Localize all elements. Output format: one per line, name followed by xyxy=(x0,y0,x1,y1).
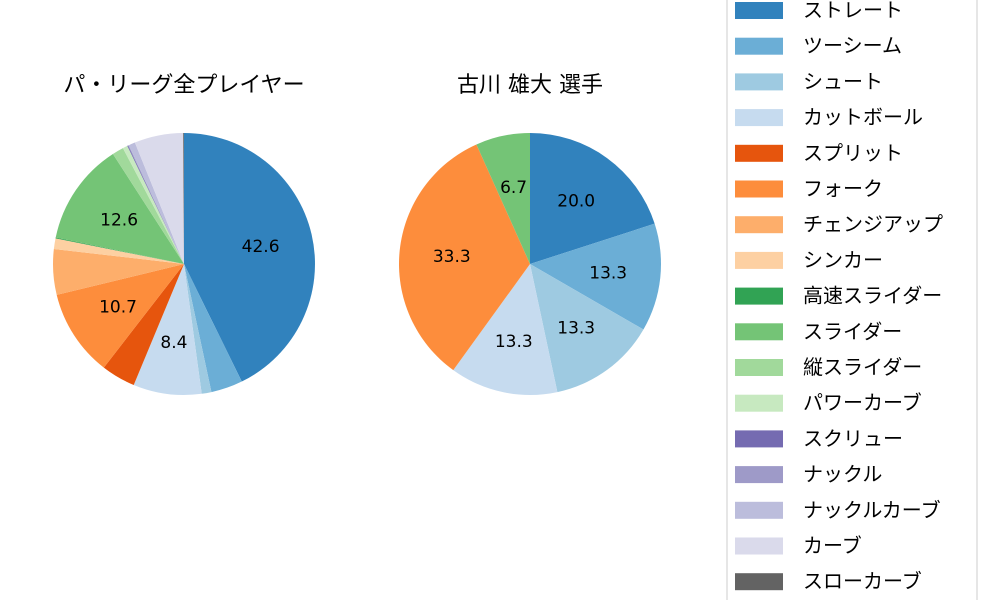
legend-items: ストレートツーシームシュートカットボールスプリットフォークチェンジアップシンカー… xyxy=(735,0,943,593)
legend-label-16: スローカーブ xyxy=(803,569,922,593)
legend-frame xyxy=(726,0,978,600)
league-slice-13 xyxy=(128,145,184,264)
league-slice-14 xyxy=(128,142,184,264)
legend-label-8: 高速スライダー xyxy=(803,284,942,308)
player-slice-5 xyxy=(476,133,530,264)
league-slice-10 xyxy=(112,148,184,264)
legend-label-9: スライダー xyxy=(803,319,902,343)
player-slice-label-5: 6.7 xyxy=(500,178,527,198)
league-slice-16 xyxy=(183,132,184,264)
player-slice-0 xyxy=(530,133,655,264)
league-slice-label-0: 42.6 xyxy=(242,237,280,257)
legend-swatch-15 xyxy=(735,537,783,555)
player-pie-chart: 古川 雄大 選手 20.0 13.3 13.3 13.3 33.3 6.7 xyxy=(399,73,661,395)
player-slice-label-3: 13.3 xyxy=(495,332,533,352)
league-pie-title: パ・リーグ全プレイヤー xyxy=(63,73,304,98)
league-pie-slices xyxy=(53,132,315,396)
player-slice-2 xyxy=(530,264,644,393)
legend-swatch-14 xyxy=(735,501,783,519)
legend-swatch-10 xyxy=(735,359,783,376)
legend-swatch-8 xyxy=(735,287,783,305)
player-slice-3 xyxy=(453,264,558,395)
league-slice-1 xyxy=(184,264,242,393)
legend-swatch-16 xyxy=(735,573,783,591)
league-slice-9 xyxy=(55,153,185,264)
legend: ストレートツーシームシュートカットボールスプリットフォークチェンジアップシンカー… xyxy=(726,0,978,600)
legend-label-6: チェンジアップ xyxy=(803,212,943,236)
legend-label-3: カットボール xyxy=(803,105,923,129)
legend-swatch-0 xyxy=(735,2,783,19)
legend-swatch-7 xyxy=(735,251,783,269)
player-slice-label-2: 13.3 xyxy=(557,319,595,339)
league-pie-chart: パ・リーグ全プレイヤー 42.6 8.4 10.7 12.6 xyxy=(53,73,315,396)
legend-swatch-6 xyxy=(735,216,783,234)
legend-label-0: ストレート xyxy=(803,0,903,22)
player-slice-4 xyxy=(399,144,530,371)
league-slice-5 xyxy=(56,264,184,368)
league-slice-2 xyxy=(184,264,212,394)
player-slice-1 xyxy=(530,223,661,330)
league-slice-6 xyxy=(53,248,185,295)
legend-label-7: シンカー xyxy=(803,248,883,272)
player-pie-title: 古川 雄大 選手 xyxy=(457,73,603,98)
player-slice-label-4: 33.3 xyxy=(433,247,471,267)
league-slice-label-9: 12.6 xyxy=(100,211,138,231)
legend-label-4: スプリット xyxy=(803,141,903,165)
league-slice-0 xyxy=(184,133,315,382)
legend-label-13: ナックル xyxy=(803,462,882,486)
league-slice-12 xyxy=(127,145,184,264)
legend-label-1: ツーシーム xyxy=(803,34,902,58)
legend-swatch-11 xyxy=(735,394,783,412)
league-slice-8 xyxy=(55,237,184,264)
league-slice-4 xyxy=(103,264,184,385)
legend-label-10: 縦スライダー xyxy=(803,355,922,379)
legend-label-12: スクリュー xyxy=(803,426,903,450)
league-slice-11 xyxy=(122,145,184,264)
legend-swatch-13 xyxy=(735,466,783,484)
legend-swatch-4 xyxy=(735,144,783,162)
league-pie-labels: 42.6 8.4 10.7 12.6 xyxy=(99,211,279,353)
league-slice-label-3: 8.4 xyxy=(160,333,187,353)
league-slice-15 xyxy=(134,133,184,264)
legend-swatch-2 xyxy=(735,73,783,91)
legend-label-14: ナックルカーブ xyxy=(803,498,941,522)
player-pie-slices xyxy=(399,133,661,395)
league-slice-3 xyxy=(133,264,202,396)
legend-swatch-12 xyxy=(735,430,783,448)
legend-label-15: カーブ xyxy=(803,534,862,558)
legend-label-11: パワーカーブ xyxy=(803,391,922,415)
player-slice-label-0: 20.0 xyxy=(557,191,595,211)
league-slice-7 xyxy=(53,238,185,264)
legend-swatch-5 xyxy=(735,180,783,198)
legend-label-5: フォーク xyxy=(803,177,883,201)
legend-swatch-3 xyxy=(735,109,783,127)
legend-label-2: シュート xyxy=(803,69,883,93)
player-pie-labels: 20.0 13.3 13.3 13.3 33.3 6.7 xyxy=(433,178,627,352)
legend-swatch-9 xyxy=(735,323,783,341)
league-slice-label-5: 10.7 xyxy=(99,298,137,318)
legend-swatch-1 xyxy=(735,37,783,55)
player-slice-label-1: 13.3 xyxy=(589,263,627,283)
